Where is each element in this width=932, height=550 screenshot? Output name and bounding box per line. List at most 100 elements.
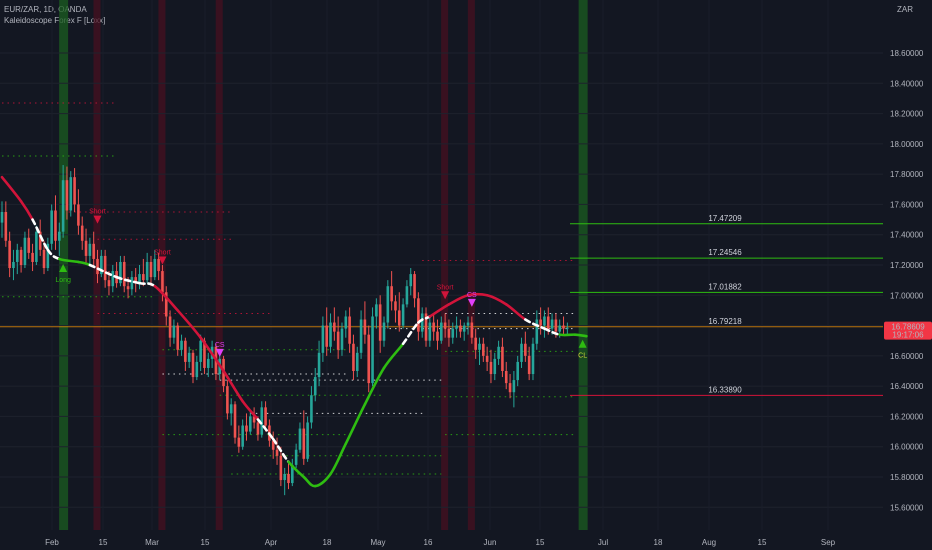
time-axis: Feb 15 Mar 15 Apr 18 May 16 Jun 15 Jul 18 Aug 15 Sep xyxy=(45,538,836,547)
candle-body xyxy=(535,319,539,344)
candle-body xyxy=(153,258,157,278)
candle-body xyxy=(432,322,435,332)
candle-body xyxy=(562,325,565,329)
candle-body xyxy=(54,210,57,241)
candle-body xyxy=(424,313,428,341)
candle-body xyxy=(38,231,42,250)
y-tick-label: 17.80000 xyxy=(890,170,924,179)
candle-body xyxy=(191,352,195,378)
candle-body xyxy=(397,310,401,326)
candle-body xyxy=(394,301,397,311)
candle-body xyxy=(451,328,455,338)
x-tick-label: Jul xyxy=(598,538,608,547)
candle-body xyxy=(46,243,50,269)
candle-body xyxy=(485,355,489,362)
candle-body xyxy=(107,280,111,287)
candle-body xyxy=(489,361,493,375)
candle-body xyxy=(69,177,73,211)
candle-body xyxy=(134,277,137,284)
candle-body xyxy=(436,331,439,341)
candle-body xyxy=(50,210,53,244)
candle-body xyxy=(550,319,554,329)
x-tick-label: 16 xyxy=(424,538,433,547)
candle-body xyxy=(482,343,485,356)
candle-body xyxy=(302,428,306,459)
candle-body xyxy=(195,361,199,378)
candle-body xyxy=(543,316,546,326)
y-tick-label: 18.20000 xyxy=(890,110,924,119)
candle-body xyxy=(157,258,160,272)
candle-body xyxy=(459,325,462,332)
candle-body xyxy=(359,319,363,353)
candle-body xyxy=(252,416,256,423)
candle-body xyxy=(73,177,76,205)
candle-body xyxy=(497,346,500,359)
candle-body xyxy=(493,358,497,375)
trend-segment-up xyxy=(382,342,405,370)
candle-body xyxy=(187,352,191,362)
trend-segment-down xyxy=(466,292,489,297)
signal-arrow-down xyxy=(215,348,224,357)
candle-body xyxy=(256,422,260,435)
candle-body xyxy=(291,464,294,484)
trend-segment-up xyxy=(344,403,367,445)
trend-segment-down xyxy=(0,175,23,203)
candle-body xyxy=(161,271,164,293)
trend-segment-neutral xyxy=(138,281,157,288)
y-tick-label: 16.60000 xyxy=(890,352,924,361)
candle-body xyxy=(12,261,15,269)
indicator-title: Kaleidoscope Forex F [Loxx] xyxy=(4,16,106,25)
y-tick-label: 17.60000 xyxy=(890,200,924,209)
candle-body xyxy=(226,386,229,414)
trend-segment-up xyxy=(302,475,317,488)
candle-body xyxy=(401,304,405,326)
candle-body xyxy=(409,274,413,287)
candle-body xyxy=(111,271,115,287)
candle-body xyxy=(184,340,187,362)
candle-body xyxy=(142,274,145,281)
signal-label: Short xyxy=(89,209,106,216)
level-label: 17.24546 xyxy=(708,248,742,257)
price-axis: ZAR 18.60000 18.40000 18.20000 18.00000 17.80… xyxy=(890,5,924,512)
candle-body xyxy=(413,274,416,299)
y-tick-label: 17.00000 xyxy=(890,291,924,300)
candle-body xyxy=(294,449,298,465)
trend-segment-down xyxy=(153,284,180,312)
signal-label: CS xyxy=(215,342,225,349)
last-price: 16.78609 xyxy=(891,323,925,332)
candle-body xyxy=(527,355,531,375)
candle-body xyxy=(524,343,527,356)
candle-body xyxy=(443,322,447,329)
x-tick-label: Feb xyxy=(45,538,59,547)
trend-segment-down xyxy=(176,309,202,339)
trend-segment-neutral xyxy=(31,218,50,252)
candle-body xyxy=(386,286,390,323)
trend-segment-neutral xyxy=(46,248,61,261)
candle-body xyxy=(229,404,233,414)
x-tick-label: Apr xyxy=(265,538,278,547)
candle-body xyxy=(119,261,122,284)
signal-arrow-down xyxy=(467,298,476,307)
x-tick-label: 15 xyxy=(758,538,767,547)
candle-body xyxy=(340,328,344,350)
candle-body xyxy=(283,473,286,481)
trend-segment-neutral xyxy=(417,315,432,324)
candle-body xyxy=(130,277,134,290)
candle-body xyxy=(206,358,210,368)
candle-body xyxy=(203,340,206,368)
candle-body xyxy=(558,325,562,332)
candle-body xyxy=(275,449,279,456)
axis-currency: ZAR xyxy=(897,5,913,14)
candle-body xyxy=(298,428,302,450)
candle-body xyxy=(470,322,474,338)
candle-body xyxy=(199,340,202,362)
candle-body xyxy=(382,322,386,341)
candle-body xyxy=(92,243,95,259)
y-tick-label: 15.80000 xyxy=(890,473,924,482)
signal-arrow-down xyxy=(158,256,167,265)
candle-body xyxy=(405,286,409,305)
signal-label: CL xyxy=(578,353,587,360)
candle-body xyxy=(287,473,290,484)
candle-body xyxy=(103,255,107,281)
